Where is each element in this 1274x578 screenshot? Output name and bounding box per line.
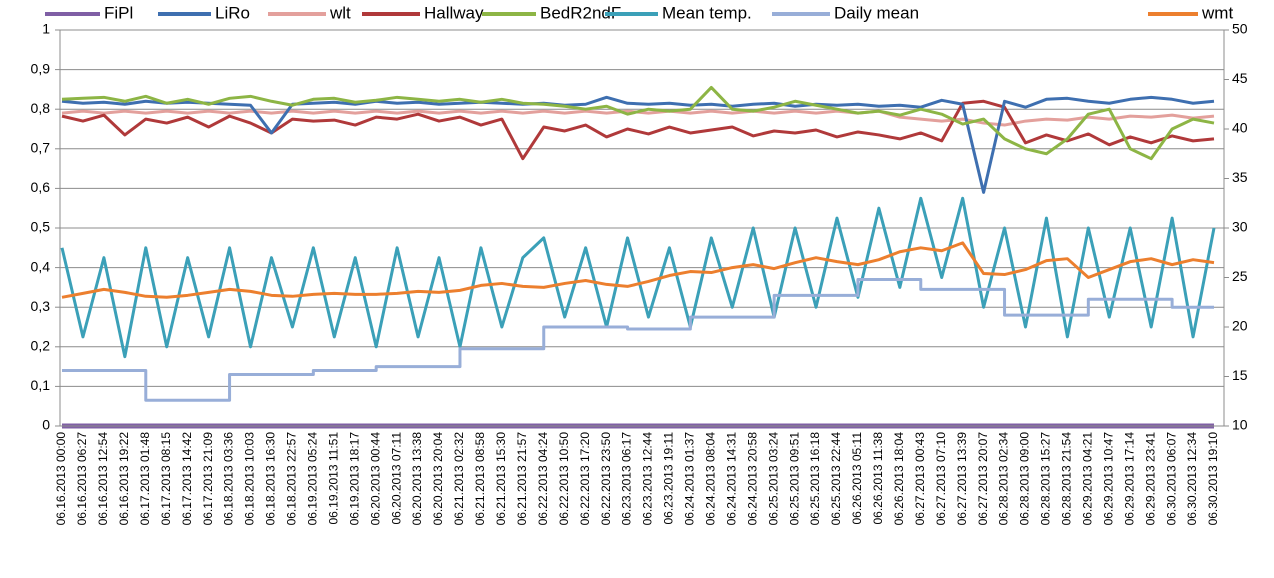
legend-label: Daily mean [834, 3, 919, 22]
x-tick-label: 06.30.2013 19:10 [1206, 432, 1220, 526]
x-tick-label: 06.20.2013 13:38 [410, 432, 424, 526]
y-tick-label: 0,1 [31, 377, 51, 393]
x-tick-label: 06.29.2013 04:21 [1080, 432, 1094, 526]
x-tick-label: 06.25.2013 22:44 [829, 432, 843, 526]
x-tick-label: 06.19.2013 05:24 [306, 432, 320, 526]
y2-tick-label: 10 [1232, 417, 1248, 433]
x-tick-label: 06.18.2013 22:57 [285, 432, 299, 526]
y2-tick-label: 30 [1232, 219, 1248, 235]
y2-tick-label: 35 [1232, 169, 1248, 185]
x-tick-label: 06.27.2013 07:10 [934, 432, 948, 526]
y2-tick-label: 15 [1232, 367, 1248, 383]
y2-tick-label: 25 [1232, 268, 1248, 284]
y-tick-label: 0,3 [31, 298, 51, 314]
x-tick-label: 06.16.2013 06:27 [75, 432, 89, 526]
x-tick-label: 06.29.2013 23:41 [1143, 432, 1157, 526]
x-tick-label: 06.29.2013 17:14 [1122, 432, 1136, 526]
x-tick-label: 06.20.2013 07:11 [389, 432, 403, 525]
series-line [61, 241, 1215, 299]
y2-tick-label: 50 [1232, 21, 1248, 37]
x-tick-label: 06.22.2013 04:24 [536, 432, 550, 526]
x-tick-label: 06.16.2013 00:00 [54, 432, 68, 526]
x-tick-label: 06.17.2013 14:42 [180, 432, 194, 526]
x-tick-label: 06.25.2013 09:51 [787, 432, 801, 526]
x-tick-label: 06.19.2013 11:51 [326, 432, 340, 525]
x-tick-label: 06.21.2013 08:58 [473, 432, 487, 526]
x-tick-label: 06.20.2013 20:04 [431, 432, 445, 526]
y-tick-label: 0 [42, 417, 50, 433]
x-tick-label: 06.27.2013 00:43 [913, 432, 927, 526]
y-tick-label: 0,7 [31, 140, 51, 156]
legend-label: Hallway [424, 3, 484, 22]
y-tick-label: 0,5 [31, 219, 51, 235]
y-tick-label: 0,9 [31, 60, 51, 76]
x-tick-label: 06.24.2013 01:37 [683, 432, 697, 526]
x-tick-label: 06.28.2013 15:27 [1039, 432, 1053, 526]
legend-label: wlt [329, 3, 351, 22]
x-tick-label: 06.19.2013 18:17 [347, 432, 361, 526]
x-tick-label: 06.18.2013 10:03 [243, 432, 257, 526]
x-tick-label: 06.21.2013 21:57 [515, 432, 529, 526]
x-tick-label: 06.26.2013 05:11 [850, 432, 864, 525]
x-tick-label: 06.22.2013 10:50 [557, 432, 571, 526]
legend-label: BedR2ndF [540, 3, 621, 22]
y-tick-label: 0,8 [31, 100, 51, 116]
x-tick-label: 06.28.2013 09:00 [1018, 432, 1032, 526]
x-tick-label: 06.28.2013 02:34 [997, 432, 1011, 526]
x-tick-label: 06.23.2013 06:17 [620, 432, 634, 526]
x-tick-label: 06.24.2013 14:31 [724, 432, 738, 526]
x-tick-label: 06.25.2013 03:24 [766, 432, 780, 526]
series-line [61, 85, 1215, 161]
y2-tick-label: 45 [1232, 70, 1248, 86]
x-tick-label: 06.28.2013 21:54 [1060, 432, 1074, 526]
series-line [61, 99, 1215, 161]
y-tick-label: 0,4 [31, 258, 51, 274]
x-tick-label: 06.29.2013 10:47 [1101, 432, 1115, 526]
x-tick-label: 06.21.2013 15:30 [494, 432, 508, 526]
x-tick-label: 06.17.2013 21:09 [201, 432, 215, 526]
x-tick-label: 06.16.2013 19:22 [117, 432, 131, 526]
x-tick-label: 06.25.2013 16:18 [808, 432, 822, 526]
legend-label: LiRo [215, 3, 250, 22]
x-tick-label: 06.17.2013 08:15 [159, 432, 173, 526]
x-tick-label: 06.23.2013 12:44 [641, 432, 655, 526]
y-tick-label: 1 [42, 21, 50, 37]
series-line [62, 277, 1214, 402]
x-tick-label: 06.22.2013 17:20 [578, 432, 592, 526]
x-tick-label: 06.26.2013 18:04 [892, 432, 906, 526]
x-tick-label: 06.24.2013 20:58 [745, 432, 759, 526]
x-tick-label: 06.21.2013 02:32 [452, 432, 466, 526]
legend-label: wmt [1201, 3, 1233, 22]
x-tick-label: 06.23.2013 19:11 [662, 432, 676, 525]
legend-label: Mean temp. [662, 3, 752, 22]
x-tick-label: 06.22.2013 23:50 [599, 432, 613, 526]
y-tick-label: 0,6 [31, 179, 51, 195]
y2-tick-label: 40 [1232, 120, 1248, 136]
y-tick-label: 0,2 [31, 338, 51, 354]
legend-label: FiPl [104, 3, 133, 22]
x-tick-label: 06.27.2013 20:07 [976, 432, 990, 526]
x-tick-label: 06.30.2013 12:34 [1185, 432, 1199, 526]
x-tick-label: 06.20.2013 00:44 [368, 432, 382, 526]
x-tick-label: 06.16.2013 12:54 [96, 432, 110, 526]
x-tick-label: 06.27.2013 13:39 [955, 432, 969, 526]
x-tick-label: 06.17.2013 01:48 [138, 432, 152, 526]
x-tick-label: 06.26.2013 11:38 [871, 432, 885, 525]
y2-tick-label: 20 [1232, 318, 1248, 334]
x-tick-label: 06.18.2013 03:36 [222, 432, 236, 526]
series-line [60, 196, 1216, 359]
x-tick-label: 06.18.2013 16:30 [264, 432, 278, 526]
x-tick-label: 06.30.2013 06:07 [1164, 432, 1178, 526]
x-tick-label: 06.24.2013 08:04 [703, 432, 717, 526]
series-line [61, 95, 1215, 194]
